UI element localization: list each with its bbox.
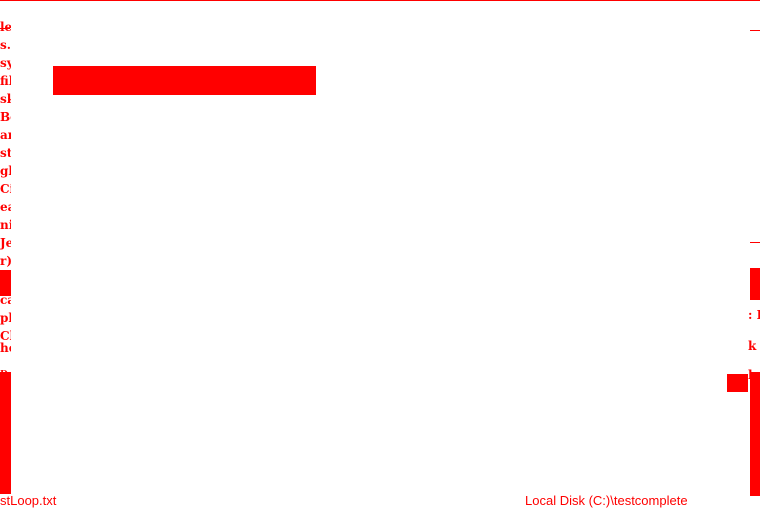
right-pane-selection[interactable] bbox=[750, 268, 760, 300]
right-divider bbox=[750, 30, 760, 31]
left-pane-item[interactable]: st bbox=[0, 146, 11, 160]
left-pane-item[interactable]: Je bbox=[0, 236, 11, 250]
status-filename: stLoop.txt bbox=[0, 493, 57, 508]
left-pane-item[interactable]: Bo bbox=[0, 110, 11, 124]
left-pane-item[interactable]: ni bbox=[0, 218, 11, 232]
right-pane-item[interactable]: : D bbox=[748, 308, 760, 322]
left-pane-item[interactable]: gh bbox=[0, 164, 11, 178]
right-divider-lower bbox=[750, 242, 760, 243]
left-pane-item[interactable]: s. bbox=[0, 38, 11, 52]
left-pane-item[interactable]: r) bbox=[0, 254, 11, 268]
left-pane-lower-panel bbox=[0, 372, 11, 494]
left-pane-item[interactable]: ca bbox=[0, 293, 11, 307]
left-pane-item[interactable]: Cl bbox=[0, 329, 11, 343]
left-pane-selection[interactable] bbox=[0, 270, 11, 296]
left-pane-item[interactable]: fil bbox=[0, 74, 11, 88]
right-top-divider bbox=[750, 0, 760, 1]
left-pane-item[interactable]: he bbox=[0, 341, 11, 355]
left-pane-item[interactable]: sy bbox=[0, 56, 11, 70]
left-pane-item[interactable]: pl bbox=[0, 311, 11, 325]
status-location: Local Disk (C:)\testcomplete bbox=[525, 493, 688, 508]
window-top-border bbox=[0, 0, 760, 1]
highlight-banner[interactable] bbox=[53, 66, 316, 95]
left-divider bbox=[0, 28, 10, 29]
left-pane-item[interactable]: le bbox=[0, 20, 11, 34]
left-pane-item[interactable]: Ci bbox=[0, 182, 11, 196]
right-pane-lower-panel bbox=[750, 372, 760, 496]
left-pane-item[interactable]: ea bbox=[0, 200, 11, 214]
left-pane-item[interactable]: sk bbox=[0, 92, 11, 106]
left-pane-list: le s. sy fil sk Bo an st gh Ci ea ni Je … bbox=[0, 18, 11, 358]
left-pane-item[interactable]: an bbox=[0, 128, 11, 142]
right-pane-item[interactable]: k bbox=[748, 339, 757, 353]
right-pane-button[interactable] bbox=[727, 374, 748, 392]
